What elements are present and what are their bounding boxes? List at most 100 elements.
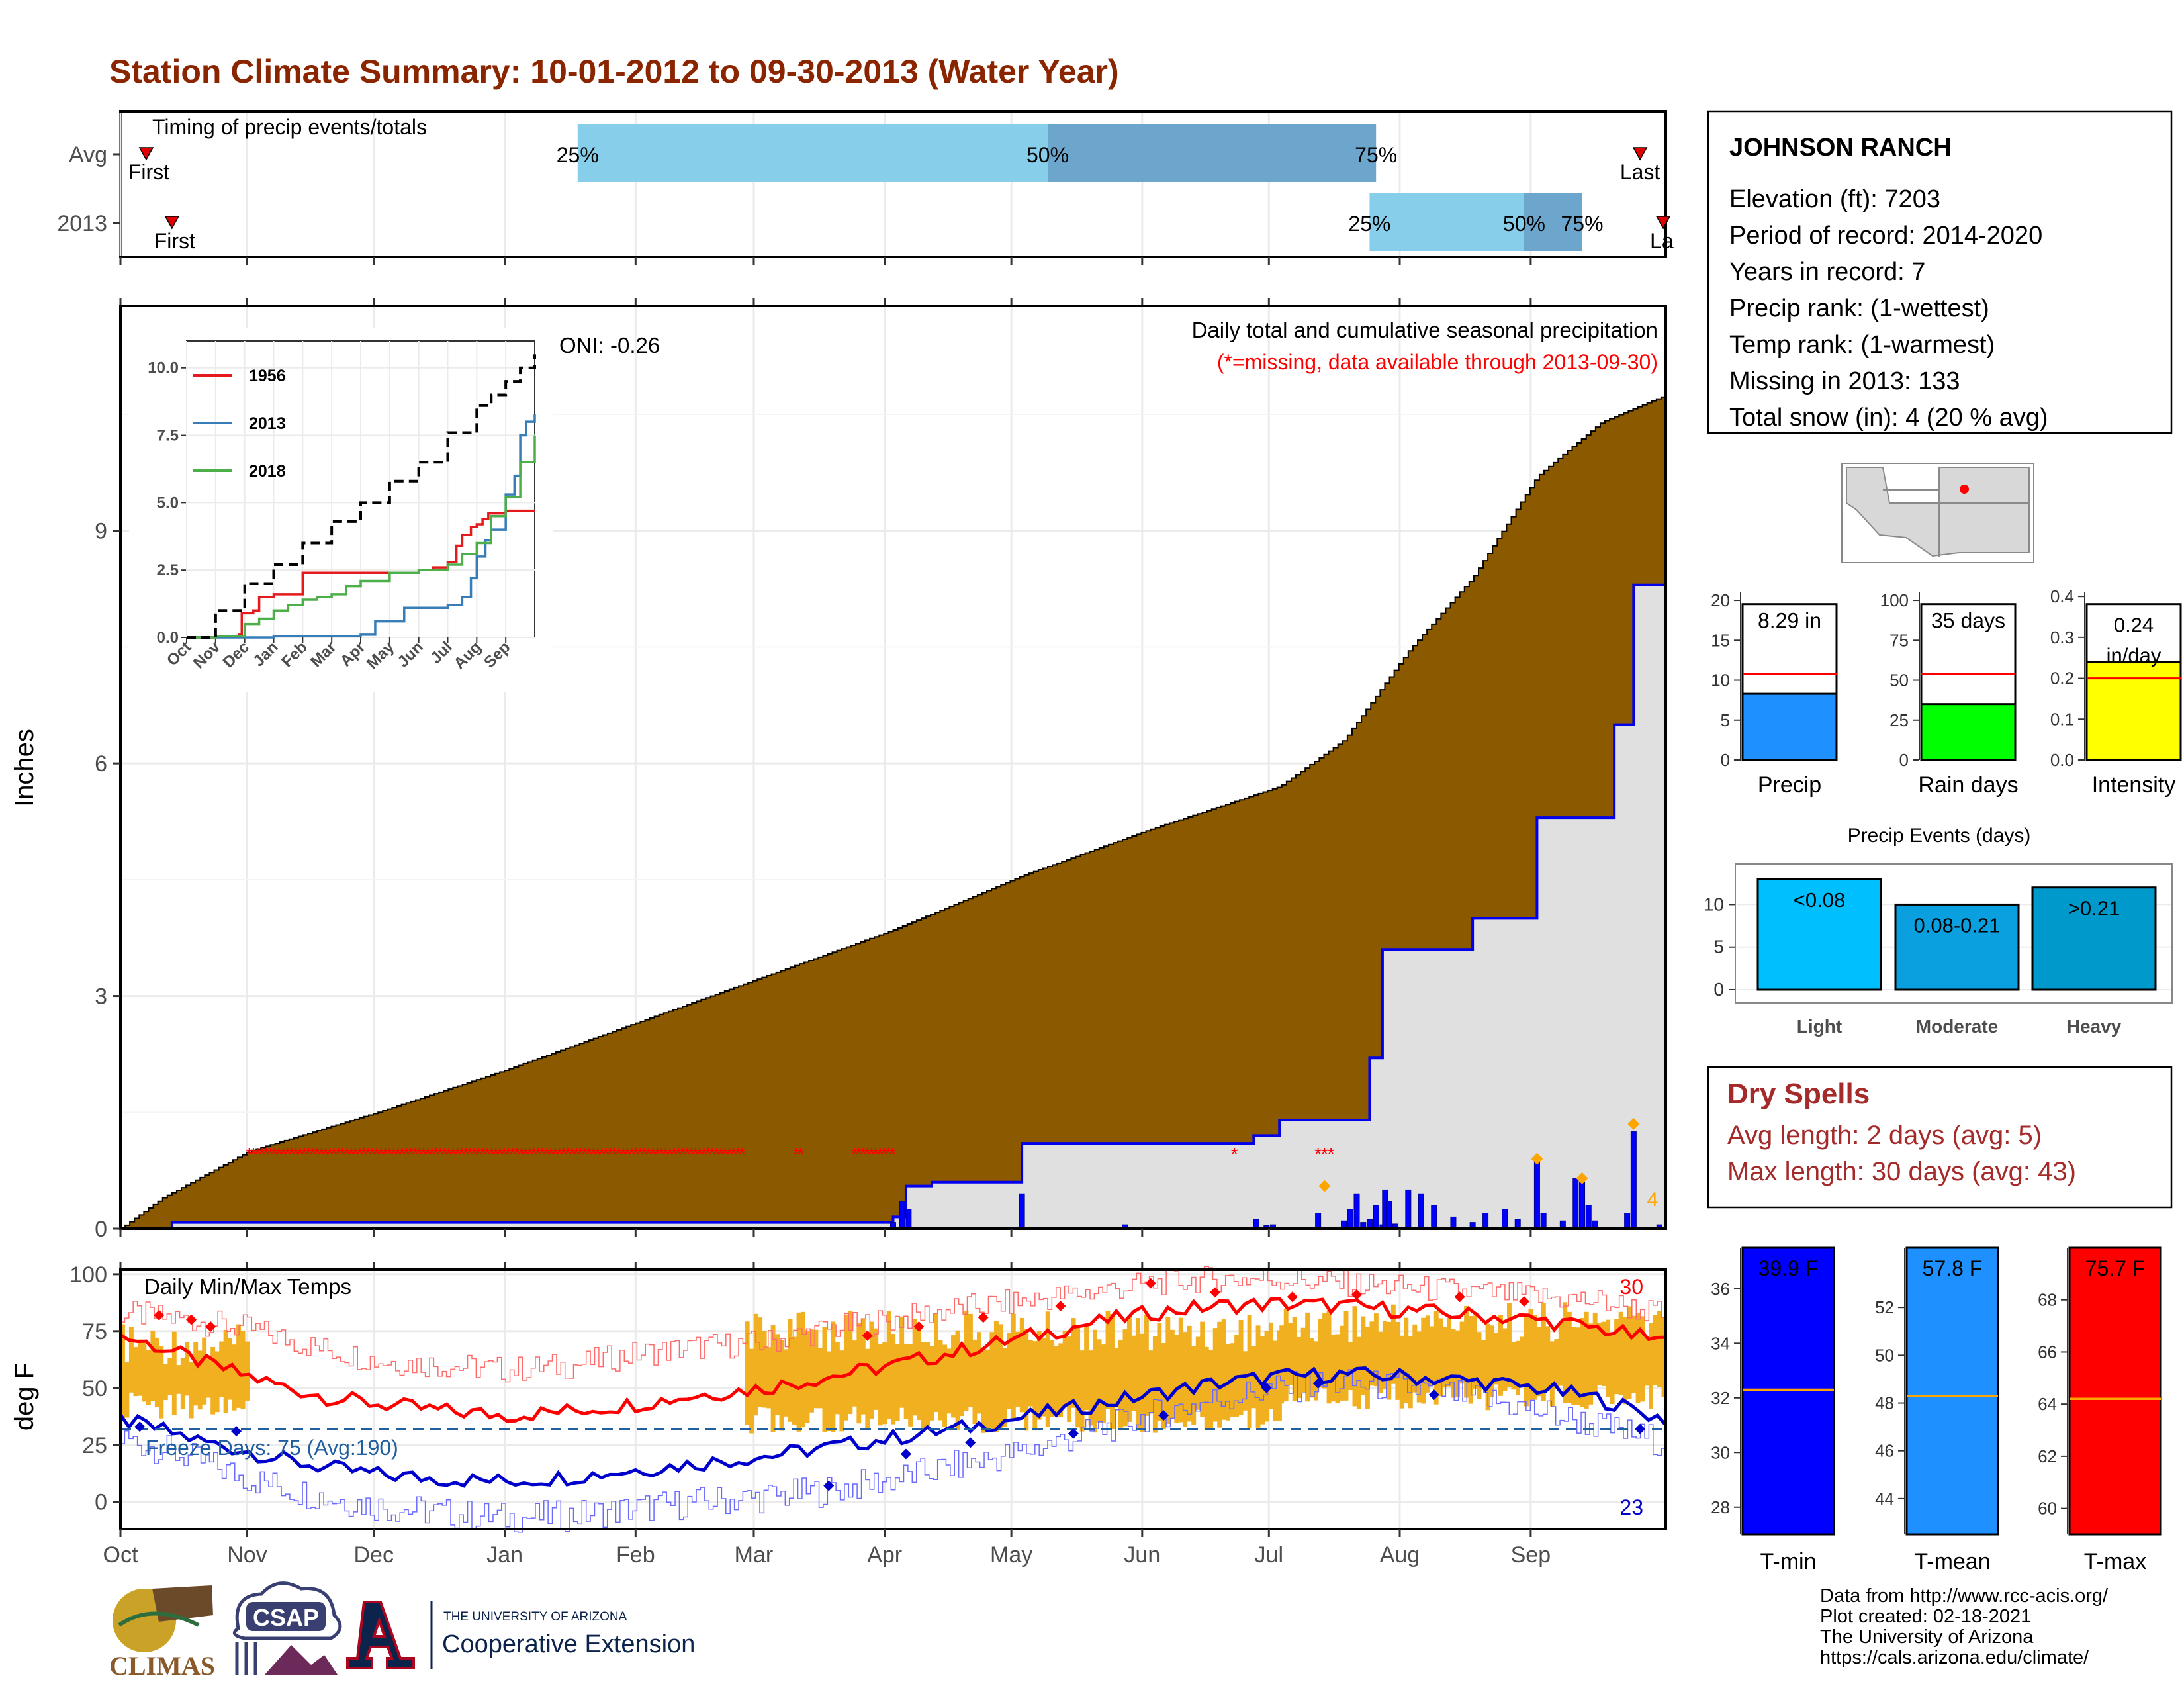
- missing-data-marker: *: [872, 1144, 880, 1164]
- tbar-value-label: 39.9 F: [1758, 1256, 1819, 1280]
- tbar-value-label: 75.7 F: [2085, 1256, 2146, 1280]
- tbar-y-tick-label: 66: [2038, 1342, 2057, 1362]
- ratio-value-label: 0.24: [2114, 614, 2154, 637]
- timing-last-marker: [1655, 216, 1671, 230]
- daily-temp-band: [1126, 1316, 1132, 1422]
- missing-data-marker: *: [543, 1144, 551, 1164]
- climas-logo-text: CLIMAS: [109, 1651, 215, 1681]
- tbar-y-tick-label: 62: [2038, 1446, 2057, 1466]
- month-tick-label: Dec: [354, 1542, 394, 1568]
- timing-row-label: Avg: [69, 142, 107, 167]
- missing-data-marker: *: [709, 1144, 716, 1164]
- oni-label: ONI: -0.26: [559, 333, 660, 357]
- inset-y-tick-label: 5.0: [157, 494, 179, 512]
- tbar-y-tick-label: 48: [1875, 1393, 1894, 1413]
- daily-temp-band: [189, 1362, 194, 1419]
- missing-data-marker: *: [556, 1144, 563, 1164]
- daily-temp-band: [1378, 1331, 1383, 1393]
- ua-logo: THE UNIVERSITY OF ARIZONA Cooperative Ex…: [346, 1601, 695, 1669]
- daily-temp-band: [985, 1349, 990, 1433]
- ratio-y-tick-label: 0: [1721, 750, 1730, 770]
- record-low-marker: [134, 1421, 146, 1432]
- daily-temp-band: [1269, 1322, 1273, 1409]
- snow-marker: [1531, 1152, 1543, 1165]
- timing-p75-label: 75%: [1355, 143, 1397, 167]
- csap-logo: CSAP: [232, 1581, 342, 1675]
- map-state-lines: [1883, 467, 2029, 557]
- precip-y-tick-label: 9: [95, 519, 107, 544]
- ratio-value-label: 35 days: [1931, 609, 2005, 633]
- daily-temp-band: [1511, 1342, 1516, 1390]
- missing-data-marker: *: [445, 1144, 453, 1164]
- missing-data-marker: *: [416, 1144, 423, 1164]
- daily-temp-band: [1195, 1336, 1201, 1410]
- missing-data-marker: *: [398, 1144, 406, 1164]
- daily-temp-band: [176, 1365, 181, 1394]
- daily-temp-band: [792, 1336, 797, 1425]
- missing-data-marker: *: [471, 1144, 478, 1164]
- missing-data-marker: *: [492, 1144, 500, 1164]
- daily-temp-band: [1421, 1317, 1426, 1404]
- daily-temp-band: [993, 1321, 999, 1432]
- tbar-y-tick-label: 34: [1711, 1333, 1730, 1353]
- climas-logo: CLIMAS: [109, 1585, 215, 1681]
- daily-temp-band: [775, 1334, 780, 1415]
- missing-data-marker: *: [565, 1144, 572, 1164]
- temp-y-tick-label: 25: [82, 1433, 107, 1458]
- month-tick-label: Jul: [1255, 1542, 1283, 1568]
- inset-series-line: [187, 413, 536, 639]
- daily-temp-band: [1640, 1316, 1645, 1402]
- events-title: Precip Events (days): [1848, 825, 2031, 847]
- missing-data-marker: *: [530, 1144, 537, 1164]
- events-bar-label: 0.08-0.21: [1914, 914, 2001, 937]
- missing-data-marker: *: [246, 1144, 253, 1164]
- page-title: Station Climate Summary: 10-01-2012 to 0…: [109, 53, 1119, 90]
- daily-temp-band: [1208, 1350, 1214, 1430]
- daily-temp-band: [745, 1321, 750, 1426]
- month-tick-label: Jan: [486, 1542, 523, 1568]
- inset-series-line: [187, 435, 536, 639]
- station-location-dot: [1960, 485, 1969, 494]
- daily-temp-band: [1644, 1337, 1649, 1386]
- missing-data-marker: *: [496, 1144, 504, 1164]
- inset-y-tick-label: 2.5: [157, 561, 179, 579]
- missing-data-marker: *: [309, 1144, 316, 1164]
- inset-legend-label: 1956: [249, 367, 286, 385]
- daily-temp-band: [1084, 1325, 1089, 1411]
- daily-temp-band: [1088, 1350, 1093, 1426]
- daily-temp-band: [1174, 1334, 1179, 1423]
- missing-data-marker: *: [637, 1144, 644, 1164]
- daily-temp-band: [968, 1313, 973, 1407]
- missing-data-marker: *: [670, 1144, 678, 1164]
- map-region-shape: [1846, 467, 2030, 557]
- daily-temp-band: [1584, 1311, 1589, 1409]
- tbar-value-label: 57.8 F: [1923, 1256, 1983, 1280]
- missing-data-marker: *: [881, 1144, 888, 1164]
- daily-temp-band: [120, 1324, 125, 1420]
- daily-temp-band: [1627, 1306, 1632, 1400]
- ratio-y-tick-label: 50: [1889, 671, 1909, 690]
- missing-data-marker: *: [632, 1144, 639, 1164]
- missing-data-marker: *: [535, 1144, 542, 1164]
- avg-min-line: [118, 1366, 1667, 1488]
- daily-temp-band: [1373, 1313, 1379, 1387]
- daily-temp-band: [1075, 1326, 1081, 1428]
- events-bar-label: >0.21: [2068, 897, 2120, 920]
- station-detail-line: Total snow (in): 4 (20 % avg): [1729, 404, 2048, 432]
- daily-temp-band: [1200, 1321, 1205, 1417]
- timing-p25-label: 25%: [1348, 212, 1390, 236]
- missing-data-marker: *: [684, 1144, 691, 1164]
- daily-temp-band: [1165, 1317, 1171, 1425]
- timing-first-marker: [138, 147, 154, 161]
- timing-last-label: Last: [1620, 160, 1661, 184]
- missing-data-marker: *: [662, 1144, 669, 1164]
- avg-cumulative-area: [120, 395, 1666, 1229]
- daily-temp-band: [998, 1324, 1003, 1429]
- missing-data-marker: *: [607, 1144, 614, 1164]
- timing-p50-label: 50%: [1503, 212, 1545, 236]
- csap-logo-text: CSAP: [253, 1604, 319, 1631]
- footer-line: The University of Arizona: [1820, 1626, 2034, 1648]
- precip-y-label: Inches: [10, 729, 39, 807]
- missing-data-marker: *: [343, 1144, 351, 1164]
- daily-temp-band: [1217, 1321, 1222, 1428]
